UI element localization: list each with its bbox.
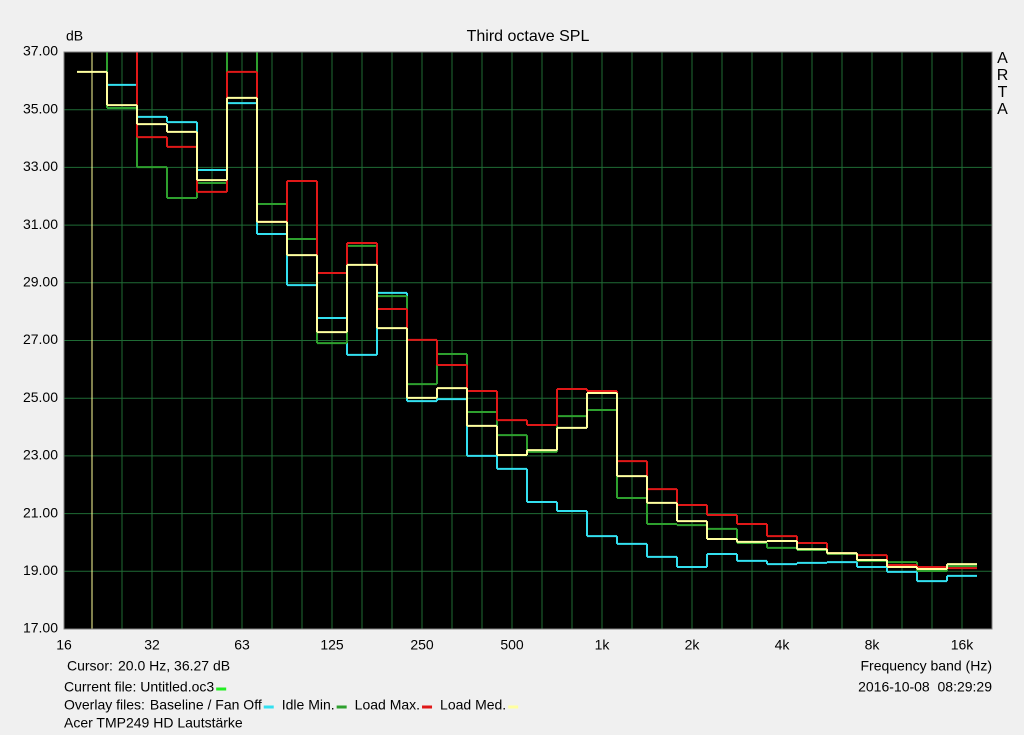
x-tick-label: 125 — [320, 637, 344, 653]
y-tick-label: 27.00 — [23, 331, 58, 347]
x-tick-label: 1k — [595, 637, 611, 653]
x-tick-label: 16k — [951, 637, 975, 653]
x-tick-label: 8k — [865, 637, 881, 653]
chart-title: Third octave SPL — [467, 28, 590, 45]
x-tick-label: 250 — [410, 637, 434, 653]
legend-label: Load Med. — [440, 697, 506, 713]
y-tick-label: 33.00 — [23, 158, 58, 174]
current-file: Current file: Untitled.oc3 — [64, 679, 214, 695]
x-tick-label: 16 — [56, 637, 72, 653]
legend-label: Load Max. — [355, 697, 420, 713]
y-tick-label: 21.00 — [23, 504, 58, 520]
legend-label: Baseline / Fan Off — [150, 697, 262, 713]
series — [77, 70, 977, 570]
timestamp: 2016-10-08 08:29:29 — [858, 679, 992, 695]
caption: Acer TMP249 HD Lautstärke — [64, 715, 243, 731]
overlay-label: Overlay files: — [64, 697, 145, 713]
x-tick-label: 4k — [775, 637, 791, 653]
y-tick-label: 37.00 — [23, 43, 58, 59]
y-tick-label: 19.00 — [23, 562, 58, 578]
x-tick-label: 63 — [234, 637, 250, 653]
y-tick-label: 35.00 — [23, 100, 58, 116]
data — [77, 52, 977, 583]
cursor-label: Cursor: — [67, 658, 113, 674]
legend-label: Idle Min. — [282, 697, 335, 713]
x-tick-label: 500 — [500, 637, 524, 653]
x-tick-label: 32 — [144, 637, 160, 653]
y-tick-label: 29.00 — [23, 274, 58, 290]
x-tick-label: 2k — [685, 637, 701, 653]
y-tick-label: 25.00 — [23, 389, 58, 405]
y-axis-label: dB — [66, 28, 83, 44]
plot-border — [63, 51, 993, 630]
cursor-value: 20.0 Hz, 36.27 dB — [118, 658, 230, 674]
watermark: ARTA — [994, 50, 1011, 118]
y-tick-label: 17.00 — [23, 620, 58, 636]
x-axis-label: Frequency band (Hz) — [860, 658, 992, 674]
y-tick-label: 31.00 — [23, 216, 58, 232]
y-tick-label: 23.00 — [23, 447, 58, 463]
